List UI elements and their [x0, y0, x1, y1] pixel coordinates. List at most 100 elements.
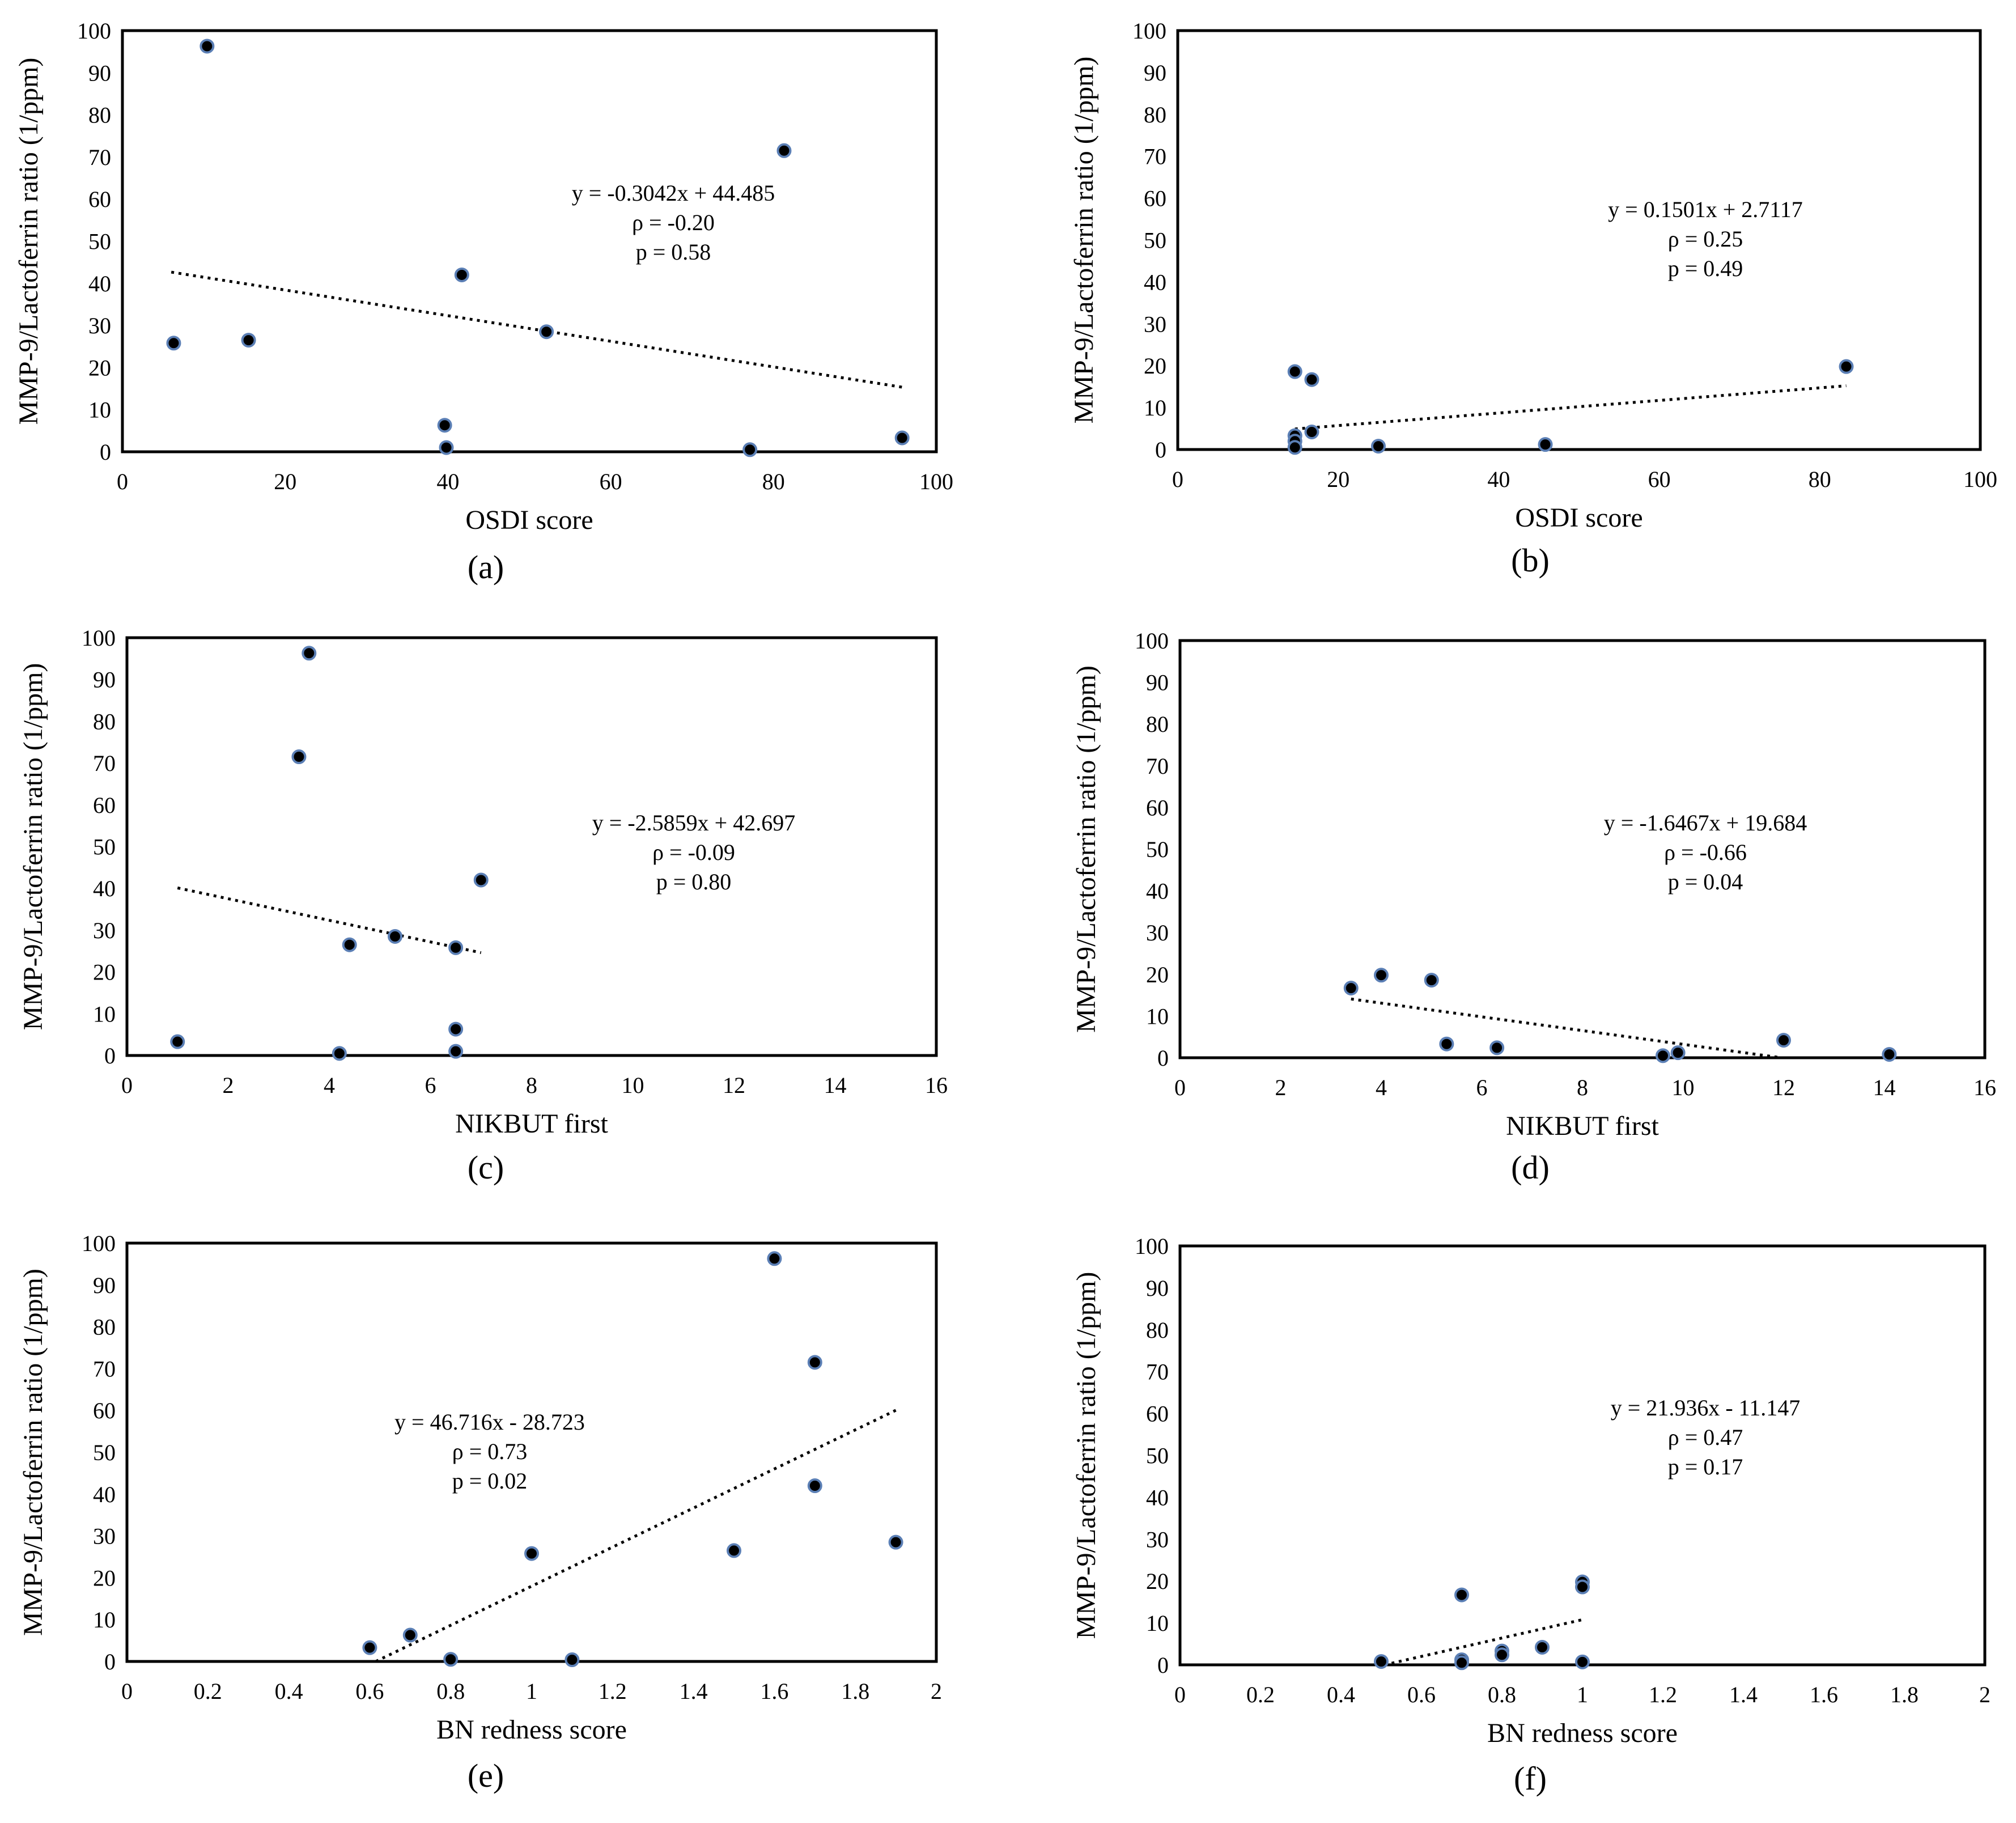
- y-tick-label: 80: [93, 709, 116, 734]
- x-tick-label: 2: [223, 1072, 234, 1098]
- y-tick-label: 20: [93, 960, 116, 985]
- x-tick-label: 1.2: [1649, 1682, 1677, 1707]
- plot-frame: [1176, 29, 1982, 451]
- data-point: [524, 1546, 539, 1561]
- data-point: [1287, 364, 1302, 379]
- data-point: [439, 440, 454, 455]
- y-tick-label: 10: [88, 397, 111, 423]
- data-point: [443, 1652, 459, 1667]
- data-point: [1495, 1647, 1509, 1663]
- trendline: [1384, 1618, 1583, 1667]
- y-tick-label: 60: [93, 1398, 116, 1423]
- y-tick-label: 60: [93, 792, 116, 818]
- x-tick-label: 0: [1174, 1682, 1186, 1707]
- y-tick-label: 50: [93, 1440, 116, 1465]
- y-tick-label: 80: [1146, 711, 1169, 737]
- x-axis-title: OSDI score: [465, 505, 593, 535]
- y-tick-label: 80: [1144, 102, 1166, 128]
- data-point: [1882, 1047, 1897, 1062]
- annotation-line: ρ = -0.20: [632, 210, 715, 235]
- y-tick-label: 10: [93, 1001, 116, 1027]
- data-point: [448, 1044, 464, 1059]
- x-tick-label: 0: [121, 1678, 133, 1704]
- data-point: [1670, 1045, 1686, 1061]
- x-tick-label: 60: [600, 469, 622, 494]
- x-tick-label: 20: [274, 469, 296, 494]
- y-tick-label: 90: [1146, 1275, 1169, 1301]
- panel-label: (b): [1511, 542, 1550, 579]
- data-point: [1776, 1033, 1791, 1048]
- y-tick-label: 80: [88, 103, 111, 128]
- plot-frame: [125, 636, 938, 1057]
- y-tick-label: 10: [1146, 1003, 1169, 1029]
- panel-label: (c): [468, 1149, 504, 1186]
- y-tick-label: 90: [93, 1273, 116, 1298]
- x-tick-label: 1.6: [1810, 1682, 1838, 1707]
- x-tick-label: 0: [117, 469, 128, 494]
- y-tick-label: 50: [93, 834, 116, 860]
- x-tick-label: 16: [925, 1072, 948, 1098]
- y-tick-label: 10: [1146, 1610, 1169, 1636]
- y-tick-label: 40: [93, 876, 116, 901]
- x-tick-label: 12: [723, 1072, 745, 1098]
- y-tick-label: 90: [88, 60, 111, 86]
- y-tick-label: 20: [1146, 962, 1169, 987]
- annotation-line: y = 0.1501x + 2.7117: [1608, 197, 1803, 222]
- annotation-line: ρ = 0.47: [1668, 1425, 1743, 1450]
- plot-frame: [1178, 1244, 1987, 1667]
- plot-frame: [1178, 639, 1987, 1059]
- data-point: [332, 1046, 347, 1061]
- trendline: [171, 270, 904, 389]
- y-tick-label: 30: [93, 1524, 116, 1549]
- panel-label: (a): [468, 549, 504, 586]
- y-tick-label: 40: [93, 1482, 116, 1507]
- data-point: [241, 333, 256, 348]
- data-point: [742, 442, 758, 457]
- x-tick-label: 1: [1577, 1682, 1588, 1707]
- data-point: [473, 872, 489, 888]
- y-tick-label: 80: [1146, 1317, 1169, 1343]
- y-tick-label: 70: [1144, 144, 1166, 169]
- data-point: [807, 1355, 822, 1370]
- data-point: [894, 430, 910, 446]
- y-tick-label: 100: [77, 18, 111, 44]
- y-tick-label: 50: [1146, 1443, 1169, 1469]
- x-tick-label: 6: [425, 1072, 436, 1098]
- data-point: [448, 940, 464, 955]
- y-tick-label: 30: [93, 918, 116, 943]
- x-tick-label: 100: [1963, 467, 1997, 492]
- x-tick-label: 0.6: [1407, 1682, 1436, 1707]
- annotation-line: ρ = 0.25: [1668, 226, 1743, 252]
- annotation-line: y = -0.3042x + 44.485: [572, 180, 775, 206]
- y-tick-label: 100: [1135, 1233, 1169, 1259]
- panel-label: (d): [1511, 1149, 1550, 1186]
- x-tick-label: 0.8: [1488, 1682, 1516, 1707]
- y-tick-label: 0: [1155, 437, 1166, 463]
- y-tick-label: 60: [1146, 795, 1169, 820]
- data-point: [170, 1034, 185, 1049]
- data-point: [1535, 1639, 1550, 1655]
- y-tick-label: 40: [88, 271, 111, 296]
- y-tick-label: 10: [1144, 395, 1166, 421]
- trendline: [177, 886, 482, 955]
- y-tick-label: 20: [93, 1565, 116, 1591]
- x-tick-label: 0.8: [436, 1678, 465, 1704]
- annotation-line: p = 0.80: [656, 869, 732, 894]
- y-tick-label: 30: [1144, 311, 1166, 337]
- data-point: [807, 1478, 822, 1494]
- y-tick-label: 30: [1146, 1527, 1169, 1552]
- y-tick-label: 70: [1146, 753, 1169, 779]
- annotation-line: p = 0.49: [1668, 256, 1743, 281]
- data-point: [200, 39, 215, 54]
- data-point: [539, 324, 554, 340]
- y-tick-label: 40: [1146, 879, 1169, 904]
- annotation-line: p = 0.17: [1668, 1454, 1743, 1479]
- y-tick-label: 50: [1146, 837, 1169, 862]
- y-tick-label: 20: [1144, 353, 1166, 379]
- y-tick-label: 70: [93, 1356, 116, 1381]
- y-tick-label: 10: [93, 1607, 116, 1633]
- y-tick-label: 0: [100, 439, 111, 465]
- y-tick-label: 90: [1144, 60, 1166, 86]
- y-tick-label: 80: [93, 1315, 116, 1340]
- y-tick-label: 100: [82, 625, 116, 651]
